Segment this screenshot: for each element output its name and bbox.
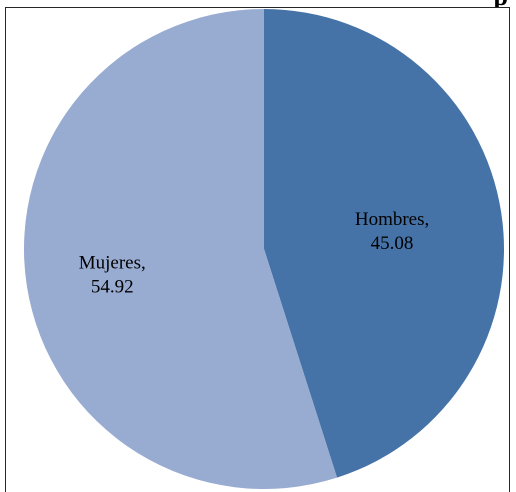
pie-labels: Hombres, 45.08 Mujeres, 54.92	[79, 209, 430, 298]
slice-label-value: 45.08	[371, 233, 414, 254]
chart-title-fragment: p	[494, 0, 508, 10]
pie-slices	[23, 9, 504, 489]
slice-label-value: 54.92	[91, 277, 134, 298]
slice-label-name: Hombres,	[355, 209, 429, 230]
pie-slice-mujeres	[23, 9, 338, 489]
pie-slice-hombres	[264, 9, 504, 478]
slice-label-name: Mujeres,	[79, 253, 146, 274]
